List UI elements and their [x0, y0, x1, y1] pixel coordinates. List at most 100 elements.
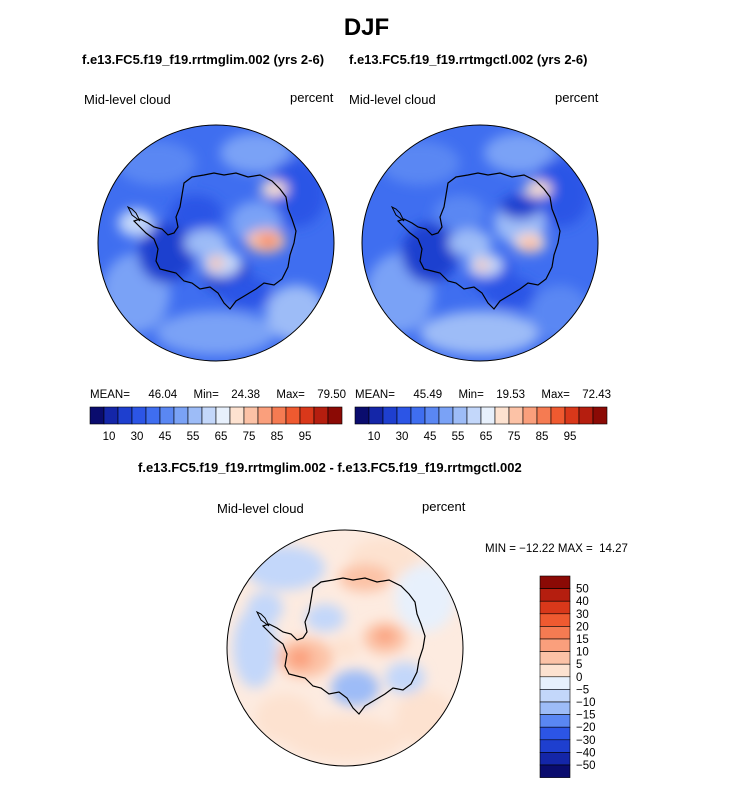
cloud-contour-region	[220, 277, 272, 309]
difference-colorbar-tick: 0	[576, 672, 582, 684]
difference-colorbar-tick: 10	[576, 647, 589, 659]
difference-panel-title: f.e13.FC5.f19_f19.rrtmglim.002 - f.e13.F…	[138, 460, 522, 475]
difference-colorbar-tick: −10	[576, 697, 596, 709]
right-colorbar-tick: 30	[396, 431, 409, 443]
left-min-label: Min=	[193, 389, 219, 401]
cloud-contour-region	[385, 662, 425, 694]
right-colorbar-box	[382, 406, 398, 425]
left-colorbar-box	[243, 406, 259, 425]
right-variable-label: Mid-level cloud	[349, 92, 436, 107]
left-colorbar-box	[187, 406, 203, 425]
difference-colorbar-tick: 30	[576, 609, 589, 621]
difference-colorbar-box	[539, 575, 571, 589]
difference-colorbar-tick: −5	[576, 684, 589, 696]
difference-colorbar-tick: −40	[576, 747, 596, 759]
right-map	[361, 124, 599, 362]
right-colorbar-box	[508, 406, 524, 425]
right-colorbar-box	[354, 406, 370, 425]
cloud-contour-region	[530, 285, 590, 341]
left-colorbar-tick: 65	[215, 431, 228, 443]
left-mean-value: 46.04	[148, 389, 178, 401]
cloud-contour-region	[395, 564, 455, 632]
right-colorbar-box	[452, 406, 468, 425]
right-colorbar-box	[592, 406, 608, 425]
difference-colorbar-box	[539, 600, 571, 615]
cloud-contour-region	[524, 181, 552, 197]
right-min-value: 19.53	[496, 389, 525, 401]
cloud-contour-region	[156, 311, 276, 355]
difference-colorbar-box	[539, 714, 571, 728]
difference-minmax: MIN = −12.22 MAX = 14.27	[485, 543, 628, 555]
right-colorbar-tick: 95	[564, 431, 577, 443]
left-colorbar-box	[327, 406, 343, 425]
left-colorbar-tick: 55	[187, 431, 200, 443]
left-colorbar-box	[131, 406, 147, 425]
right-colorbar-tick: 45	[424, 431, 437, 443]
right-colorbar-tick: 55	[452, 431, 465, 443]
left-colorbar-box	[299, 406, 315, 425]
right-colorbar: 10 30 45 55 65 75 85 95	[354, 406, 608, 443]
left-colorbar-box	[173, 406, 189, 425]
cloud-contour-region	[255, 694, 315, 742]
antarctica-coastline	[132, 172, 297, 310]
left-variable-label: Mid-level cloud	[84, 92, 171, 107]
difference-colorbar-box	[539, 689, 571, 703]
left-colorbar-box	[145, 406, 161, 425]
difference-colorbar-box	[539, 663, 571, 678]
cloud-contour-region	[184, 229, 228, 257]
cloud-contour-region	[247, 592, 283, 624]
difference-colorbar-tick: 15	[576, 634, 589, 646]
right-stats: MEAN= 45.49 Min= 19.53 Max= 72.43	[355, 389, 611, 401]
cloud-contour-region	[305, 604, 345, 632]
left-colorbar-tick: 85	[271, 431, 284, 443]
season-title: DJF	[343, 14, 390, 41]
cloud-contour-region	[448, 229, 492, 257]
left-colorbar-box	[201, 406, 217, 425]
right-panel-title: f.e13.FC5.f19_f19.rrtmgctl.002 (yrs 2-6)	[349, 52, 588, 67]
left-max-label: Max=	[276, 389, 305, 401]
difference-colorbar-box	[539, 701, 571, 715]
right-colorbar-box	[578, 406, 594, 425]
left-max-value: 79.50	[317, 389, 347, 401]
cloud-contour-region	[475, 260, 489, 270]
cloud-contour-region	[260, 181, 288, 197]
map-boundary	[97, 124, 335, 362]
right-units-label: percent	[555, 90, 599, 105]
right-colorbar-tick: 75	[508, 431, 521, 443]
difference-colorbar-box	[539, 752, 571, 766]
left-colorbar-tick: 30	[131, 431, 144, 443]
difference-colorbar-tick: −15	[576, 710, 596, 722]
right-colorbar-box	[480, 406, 496, 425]
left-panel-title: f.e13.FC5.f19_f19.rrtmglim.002 (yrs 2-6)	[82, 52, 325, 67]
right-colorbar-box	[466, 406, 482, 425]
right-colorbar-box	[438, 406, 454, 425]
difference-colorbar-tick: 5	[576, 659, 582, 671]
right-min-label: Min=	[458, 389, 484, 401]
difference-variable-label: Mid-level cloud	[217, 501, 304, 516]
left-map	[97, 124, 335, 362]
cloud-contour-region	[116, 141, 196, 185]
left-colorbar-box	[215, 406, 231, 425]
cloud-contour-region	[484, 133, 556, 173]
right-colorbar-tick: 10	[368, 431, 381, 443]
difference-colorbar-tick: −50	[576, 760, 596, 772]
right-colorbar-box	[536, 406, 552, 425]
right-max-label: Max=	[541, 389, 570, 401]
cloud-contour-region	[484, 277, 536, 309]
difference-colorbar-box	[539, 739, 571, 753]
difference-units-label: percent	[422, 499, 466, 514]
difference-colorbar-tick: 20	[576, 621, 589, 633]
left-colorbar-box	[313, 406, 329, 425]
cloud-contour-region	[285, 716, 405, 760]
difference-colorbar-tick: 40	[576, 596, 589, 608]
left-min-value: 24.38	[231, 389, 260, 401]
cloud-contour-region	[402, 223, 458, 283]
difference-colorbar-box	[539, 764, 571, 778]
cloud-contour-region	[259, 235, 277, 247]
right-max-value: 72.43	[582, 389, 612, 401]
left-colorbar-box	[89, 406, 105, 425]
map-boundary	[226, 529, 464, 767]
difference-colorbar-tick: −30	[576, 735, 596, 747]
cloud-contour-region	[331, 670, 379, 706]
